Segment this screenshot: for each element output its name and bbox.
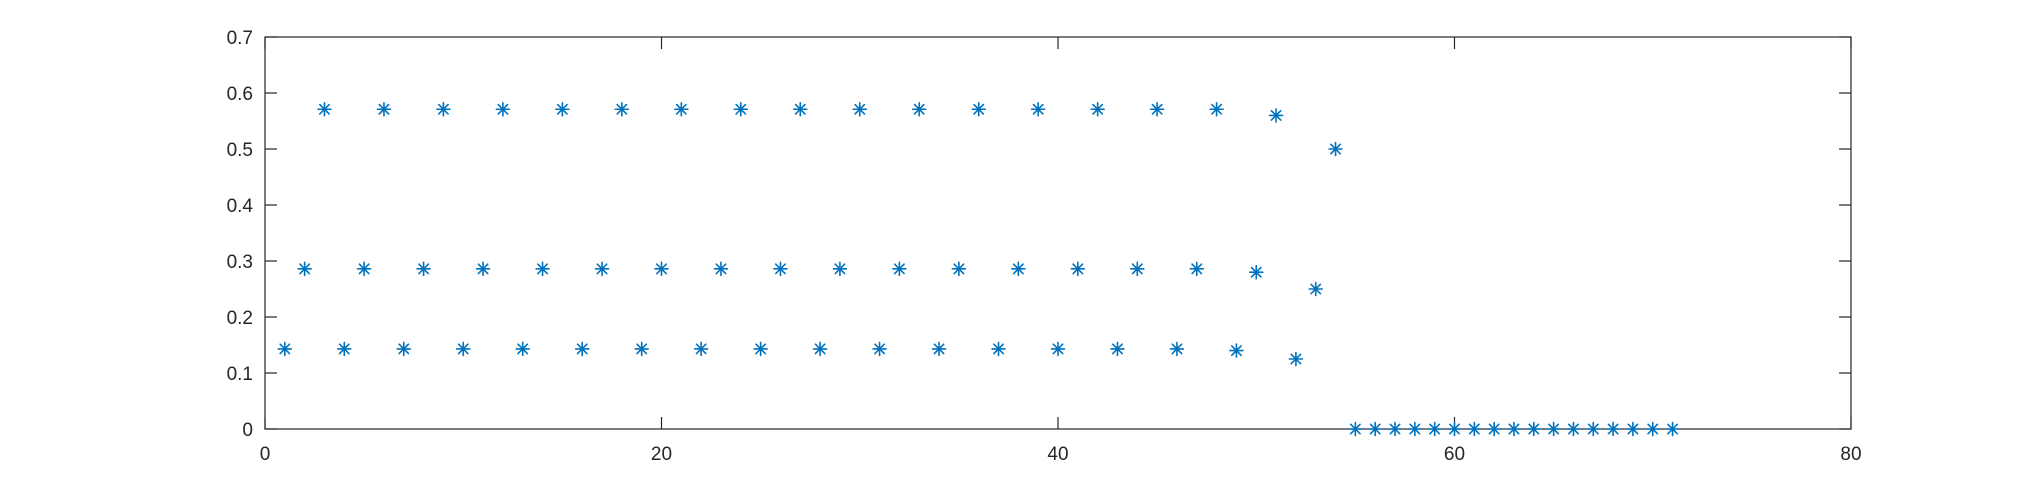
y-tick-label: 0 [242, 420, 253, 441]
data-point [733, 101, 749, 117]
data-point [1645, 421, 1661, 437]
y-tick-label: 0.7 [227, 28, 253, 49]
data-point [971, 101, 987, 117]
data-point [277, 341, 293, 357]
data-point [911, 101, 927, 117]
data-point [892, 261, 907, 277]
data-point [396, 341, 412, 357]
data-point [991, 341, 1006, 357]
y-tick-label: 0.6 [227, 84, 253, 105]
data-point [495, 101, 511, 117]
data-point [1050, 341, 1066, 357]
data-point [1605, 421, 1621, 437]
data-point [753, 341, 768, 357]
data-point [1427, 421, 1442, 437]
data-point [1665, 421, 1680, 437]
data-point [674, 101, 689, 117]
data-point [1268, 108, 1284, 123]
x-tick-label: 20 [651, 444, 672, 465]
data-point [1387, 421, 1403, 437]
data-point [356, 261, 372, 277]
data-point [1467, 421, 1482, 437]
data-point [812, 341, 828, 357]
data-point [1130, 261, 1145, 277]
data-point [1288, 351, 1304, 367]
data-point [1328, 141, 1343, 157]
data-point [555, 101, 570, 117]
data-point [614, 101, 630, 117]
data-point [317, 101, 332, 117]
data-point [535, 261, 550, 277]
data-point [416, 261, 431, 277]
data-point [1030, 101, 1046, 117]
data-point [1546, 421, 1561, 437]
axes-box [264, 36, 1852, 430]
data-series [277, 101, 1680, 437]
data-point [1248, 264, 1264, 280]
y-axis: 0 0.1 0.2 0.3 0.4 0.5 0.6 0.7 [227, 28, 1851, 441]
data-point [594, 261, 610, 277]
data-point [713, 261, 729, 277]
data-point [1229, 343, 1244, 358]
data-point [1110, 341, 1125, 357]
x-axis: 0 20 40 60 80 [260, 37, 1862, 465]
y-tick-label: 0.3 [227, 252, 253, 273]
data-point [1506, 421, 1522, 437]
data-point [1189, 261, 1205, 277]
plot-area [264, 36, 1852, 430]
data-point [1486, 421, 1502, 437]
data-point [475, 261, 491, 277]
data-point [693, 341, 709, 357]
data-point [931, 341, 947, 357]
data-point [1308, 281, 1324, 297]
data-point [297, 261, 312, 277]
data-point [376, 101, 392, 117]
data-point [1090, 101, 1105, 117]
data-point [574, 341, 590, 357]
data-point [1070, 261, 1086, 277]
y-tick-label: 0.4 [227, 196, 254, 217]
data-point [1585, 421, 1601, 437]
data-point [336, 341, 352, 357]
x-tick-label: 40 [1047, 444, 1068, 465]
data-point [634, 341, 649, 357]
data-point [1625, 421, 1641, 437]
data-point [852, 101, 868, 117]
data-point [832, 261, 848, 277]
data-point [951, 261, 967, 277]
data-point [872, 341, 887, 357]
data-point [1149, 101, 1165, 117]
data-point [436, 101, 451, 117]
data-point [654, 261, 669, 277]
x-tick-label: 80 [1840, 444, 1861, 465]
data-point [792, 101, 808, 117]
data-point [773, 261, 788, 277]
data-point [1447, 421, 1462, 437]
y-tick-label: 0.2 [227, 308, 253, 329]
data-point [1566, 421, 1581, 437]
x-tick-label: 0 [260, 444, 271, 465]
y-tick-label: 0.5 [227, 140, 253, 161]
data-point [1011, 261, 1026, 277]
x-tick-label: 60 [1444, 444, 1465, 465]
y-tick-label: 0.1 [227, 364, 253, 385]
data-point [515, 341, 531, 357]
data-point [1169, 341, 1185, 357]
data-point [1407, 421, 1423, 437]
data-point [1526, 421, 1542, 437]
data-point [1348, 421, 1363, 437]
data-point [455, 341, 471, 357]
data-point [1209, 101, 1224, 117]
data-point [1367, 421, 1383, 437]
